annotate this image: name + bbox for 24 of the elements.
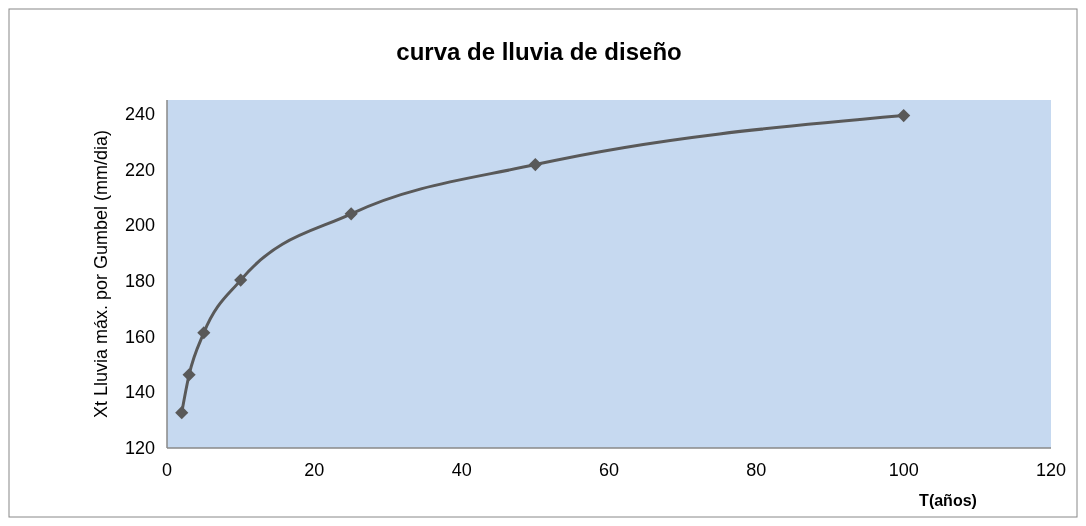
chart-title: curva de lluvia de diseño <box>396 38 682 65</box>
point <box>175 406 189 420</box>
y-tick-label: 120 <box>124 438 155 458</box>
x-tick-label: 120 <box>1035 460 1067 480</box>
y-tick-label: 140 <box>124 382 155 403</box>
point <box>197 326 211 340</box>
y-tick-label: 240 <box>124 103 155 124</box>
x-tick-label: 40 <box>451 460 472 480</box>
y-tick-label: 200 <box>124 215 155 236</box>
y-axis-title: Xt Lluvia máx. por Gumbel (mm/dia) <box>91 129 111 419</box>
y-tick-label: 180 <box>124 270 155 291</box>
point <box>897 109 911 123</box>
point <box>528 158 542 172</box>
x-tick-label: 100 <box>888 460 919 480</box>
y-tick-label: 220 <box>124 159 155 180</box>
x-tick-label: 60 <box>598 460 620 480</box>
point <box>234 273 248 287</box>
x-tick-label: 0 <box>161 460 173 480</box>
x-tick-label: 80 <box>746 460 767 480</box>
point <box>344 207 358 221</box>
point <box>182 368 196 382</box>
y-tick-label: 160 <box>124 326 155 347</box>
x-axis-title: T(años) <box>919 492 977 509</box>
x-tick-label: 20 <box>304 460 325 480</box>
